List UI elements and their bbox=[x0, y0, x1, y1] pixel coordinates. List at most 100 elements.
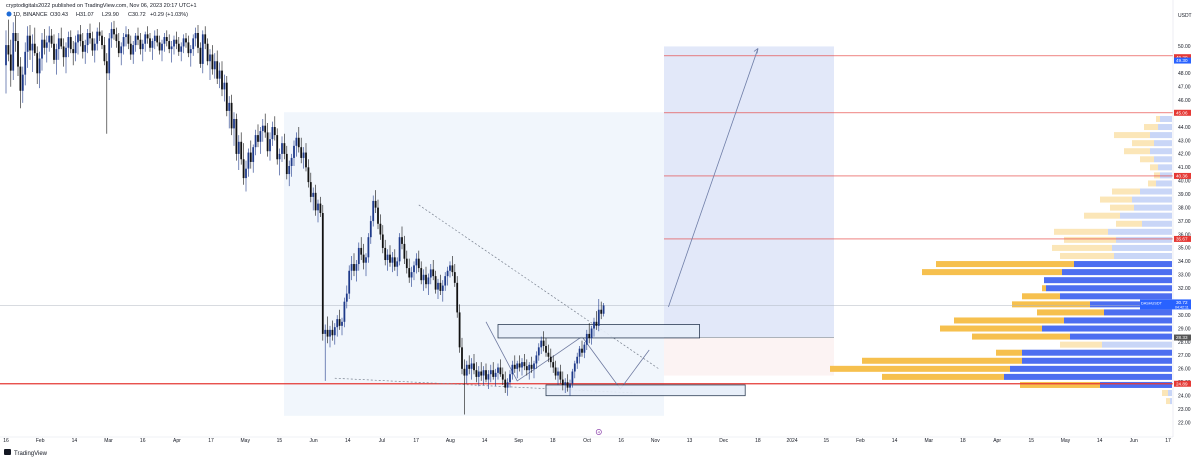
candle-body-1 bbox=[7, 45, 10, 55]
candle-body-173 bbox=[420, 268, 423, 281]
candle-body-112 bbox=[273, 127, 276, 136]
candle-body-118 bbox=[288, 165, 291, 175]
candle-body-182 bbox=[441, 285, 444, 291]
candle-body-166 bbox=[403, 243, 406, 259]
vp-row-sell-22 bbox=[1022, 293, 1060, 300]
candle-body-230 bbox=[557, 371, 559, 376]
candle-body-64 bbox=[158, 42, 161, 51]
candle-body-93 bbox=[228, 102, 231, 111]
candle-body-125 bbox=[305, 152, 307, 168]
vp-row-buy-34 bbox=[1168, 390, 1172, 397]
candle-body-39 bbox=[98, 31, 101, 36]
candle-body-199 bbox=[482, 370, 485, 376]
candle-body-154 bbox=[374, 200, 377, 208]
symbol-line: 1D, BINANCE bbox=[13, 12, 48, 18]
x-tick-label-20: 13 bbox=[687, 438, 693, 444]
x-tick-label-28: 18 bbox=[960, 438, 966, 444]
vp-row-buy-0 bbox=[1160, 115, 1172, 122]
candle-body-101 bbox=[247, 152, 250, 169]
candle-body-196 bbox=[475, 370, 478, 377]
x-tick-label-23: 2024 bbox=[786, 438, 797, 444]
vp-row-buy-4 bbox=[1150, 148, 1172, 155]
candle-body-70 bbox=[173, 39, 175, 47]
ohlc-open: O30.43 bbox=[50, 12, 68, 18]
candle-body-141 bbox=[343, 301, 346, 322]
x-tick-label-13: Aug bbox=[446, 438, 455, 444]
candle-body-139 bbox=[338, 319, 341, 326]
candle-body-113 bbox=[276, 135, 279, 160]
candle-body-28 bbox=[72, 49, 75, 54]
candle-body-192 bbox=[465, 364, 468, 376]
candle-body-244 bbox=[590, 328, 593, 338]
vp-row-buy-26 bbox=[1042, 325, 1172, 332]
candle-body-242 bbox=[585, 333, 588, 345]
candle-body-123 bbox=[300, 147, 303, 158]
candle-body-231 bbox=[559, 371, 562, 380]
y-tick-label-0: 22.00 bbox=[1178, 420, 1191, 426]
x-tick-label-5: Apr bbox=[173, 438, 181, 444]
candle-body-10 bbox=[29, 35, 31, 51]
y-tick-label-20: 42.00 bbox=[1178, 152, 1191, 158]
vp-row-buy-3 bbox=[1154, 140, 1172, 147]
y-tick-label-25: 47.00 bbox=[1178, 85, 1191, 91]
candle-body-6 bbox=[19, 66, 22, 91]
candle-body-51 bbox=[127, 34, 130, 44]
candle-body-164 bbox=[398, 237, 401, 262]
candle-body-150 bbox=[365, 257, 367, 263]
candle-body-42 bbox=[105, 61, 108, 74]
candle-body-209 bbox=[506, 382, 509, 388]
candle-body-145 bbox=[353, 264, 355, 271]
y-tick-label-5: 27.00 bbox=[1178, 353, 1191, 359]
vp-row-buy-22 bbox=[1060, 293, 1172, 300]
vp-row-sell-14 bbox=[1054, 228, 1108, 235]
candle-body-47 bbox=[117, 41, 120, 54]
vp-row-buy-8 bbox=[1156, 180, 1172, 187]
candle-body-197 bbox=[477, 371, 480, 377]
candle-body-128 bbox=[312, 192, 315, 197]
candle-body-12 bbox=[33, 43, 36, 54]
candle-body-9 bbox=[26, 35, 29, 52]
candle-body-103 bbox=[252, 147, 255, 162]
candle-body-26 bbox=[67, 37, 70, 48]
candle-body-169 bbox=[410, 272, 413, 278]
vp-row-sell-1 bbox=[1144, 124, 1158, 131]
y-tick-label-28: 50.00 bbox=[1178, 44, 1191, 50]
vp-row-sell-11 bbox=[1110, 204, 1134, 211]
candle-body-105 bbox=[257, 135, 259, 142]
x-tick-label-17: Oct bbox=[583, 438, 591, 444]
currency-label: USDT bbox=[1178, 13, 1192, 19]
vp-row-buy-35 bbox=[1170, 398, 1172, 405]
candle-body-202 bbox=[489, 370, 492, 375]
candle-body-14 bbox=[38, 58, 41, 74]
y-tick-label-13: 35.00 bbox=[1178, 246, 1191, 252]
vp-row-sell-30 bbox=[862, 357, 1022, 364]
candle-body-198 bbox=[480, 371, 483, 376]
long-position-target-zone bbox=[664, 46, 834, 338]
publisher-line: cryptodigitals2022 published on TradingV… bbox=[6, 3, 197, 9]
candle-body-115 bbox=[281, 143, 283, 154]
vp-row-sell-17 bbox=[1060, 252, 1114, 259]
candle-body-208 bbox=[504, 379, 507, 388]
vp-row-buy-23 bbox=[1090, 301, 1172, 308]
candle-body-67 bbox=[165, 37, 168, 42]
vp-row-buy-7 bbox=[1160, 172, 1172, 179]
candle-body-220 bbox=[533, 363, 535, 369]
x-tick-label-16: 18 bbox=[550, 438, 556, 444]
y-tick-label-4: 26.00 bbox=[1178, 367, 1191, 373]
candle-body-119 bbox=[290, 157, 293, 166]
candle-body-210 bbox=[509, 374, 511, 383]
candle-body-43 bbox=[108, 38, 111, 74]
level-badge-1-bg bbox=[1174, 109, 1191, 116]
level-badge-2-bg bbox=[1174, 172, 1191, 179]
vp-row-buy-19 bbox=[1062, 269, 1172, 276]
vp-row-sell-7 bbox=[1154, 172, 1160, 179]
x-tick-label-7: May bbox=[241, 438, 251, 444]
candle-body-24 bbox=[62, 46, 65, 58]
vp-row-buy-2 bbox=[1150, 132, 1172, 139]
candle-body-239 bbox=[578, 348, 581, 357]
y-tick-label-6: 28.00 bbox=[1178, 340, 1191, 346]
candle-body-158 bbox=[384, 247, 387, 261]
vp-row-sell-35 bbox=[1166, 398, 1170, 405]
candle-body-180 bbox=[437, 282, 439, 290]
